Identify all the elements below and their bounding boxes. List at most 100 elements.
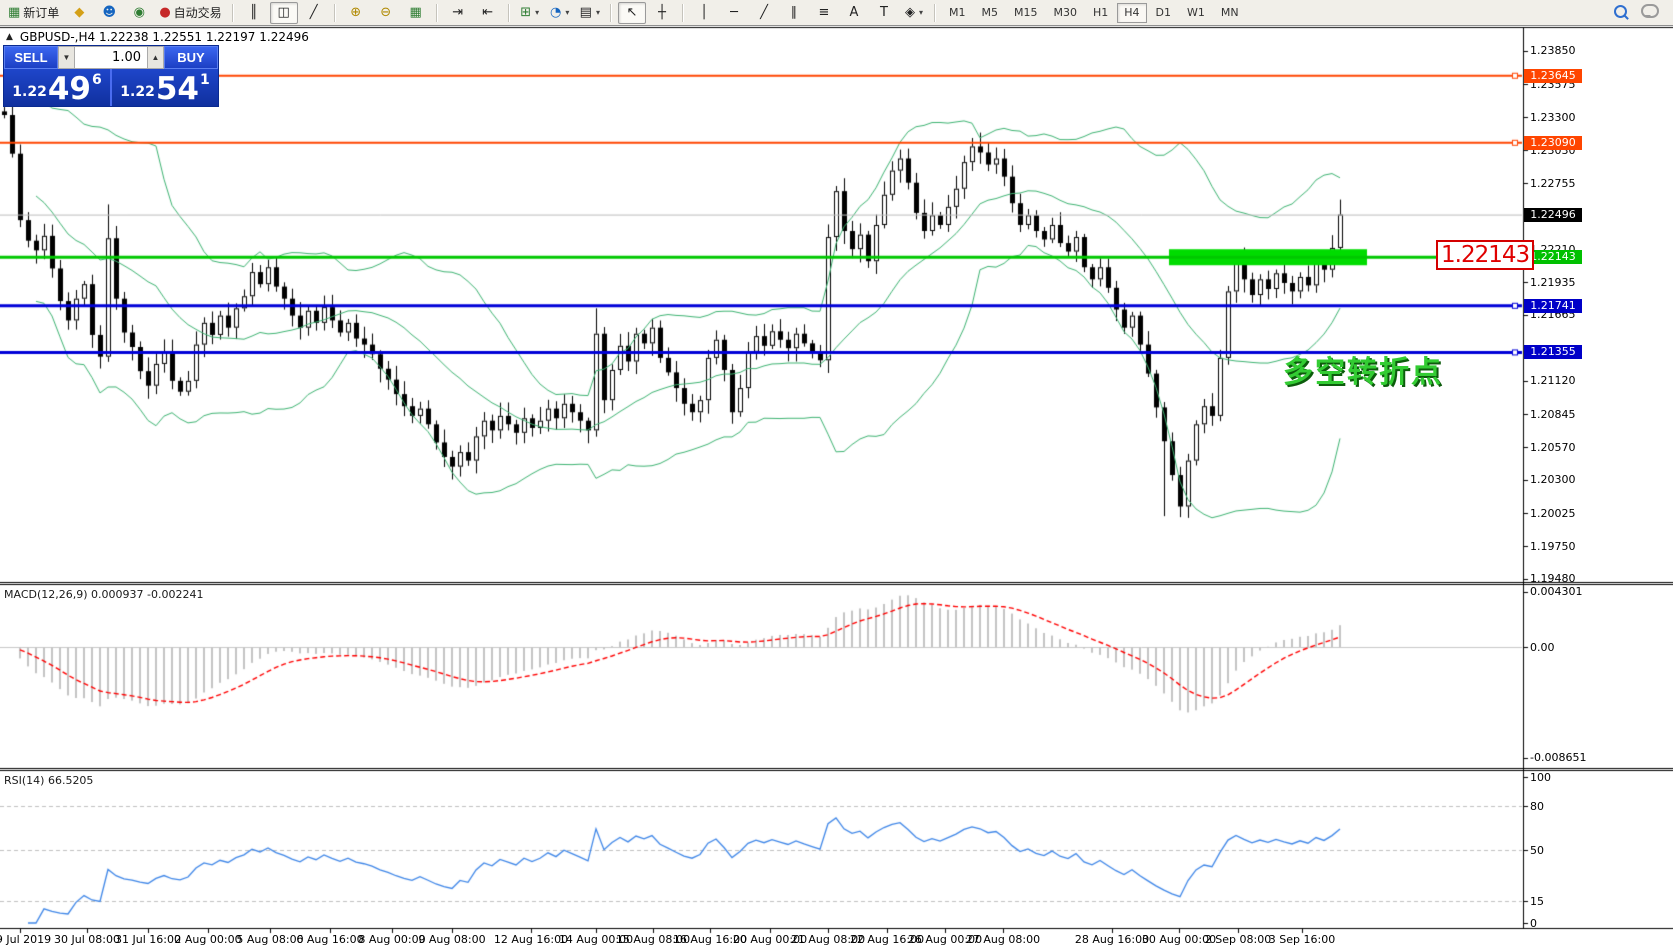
volume-down-button[interactable]: ▼ — [58, 46, 75, 69]
fibonacci-icon: ≡ — [818, 5, 830, 20]
price-line-label: 1.23090 — [1524, 135, 1582, 150]
toolbar-separator — [609, 3, 612, 22]
time-axis-label: 5 Aug 08:00 — [236, 933, 304, 946]
toolbar-auto-scroll-button[interactable]: ⇥ — [444, 2, 472, 24]
toolbar-chart-shift-button[interactable]: ⇤ — [474, 2, 502, 24]
toolbar-autotrading-label: 自动交易 — [173, 6, 222, 20]
volume-up-button[interactable]: ▲ — [147, 46, 164, 69]
chat-icon — [1641, 4, 1659, 18]
current-price-label: 1.22496 — [1524, 207, 1582, 222]
toolbar-text-label-button[interactable]: T — [870, 2, 898, 24]
time-axis-label: 21 Aug 08:00 — [790, 933, 866, 946]
toolbar-periods-button[interactable]: ◔ ▾ — [546, 2, 574, 24]
auto-scroll-icon: ⇥ — [452, 5, 464, 20]
toolbar-vertical-line-button[interactable]: │ — [690, 2, 718, 24]
time-axis-label: 9 Aug 08:00 — [418, 933, 486, 946]
timeframe-w1-button[interactable]: W1 — [1187, 6, 1205, 19]
arrows-icon: ◈ — [904, 5, 915, 20]
toolbar-cursor-button[interactable]: ↖ — [617, 1, 646, 24]
chevron-down-icon: ▾ — [535, 8, 540, 17]
collapse-panel-icon[interactable]: ▲ — [6, 32, 13, 42]
timeframe-m15-button[interactable]: M15 — [1013, 6, 1038, 19]
toolbar-line-chart-button[interactable]: ╱ — [300, 2, 328, 24]
symbol-ohlc-text: GBPUSD-,H4 1.22238 1.22551 1.22197 1.224… — [19, 30, 309, 44]
toolbar-chat-button[interactable] — [1641, 3, 1659, 22]
trendline-icon: ╱ — [760, 5, 768, 20]
search-icon — [1614, 5, 1627, 18]
timeframe-m30-button[interactable]: M30 — [1053, 6, 1077, 19]
toolbar-tile-windows-button[interactable]: ▦ — [402, 2, 430, 24]
one-click-trading-panel: SELL ▼ 1.00 ▲ BUY 1.22 49 6 1.22 54 1 — [3, 45, 219, 107]
toolbar-separator — [333, 3, 336, 22]
timeframe-h1-button[interactable]: H1 — [1092, 6, 1109, 19]
rsi-axis-tick: 80 — [1530, 799, 1544, 813]
toolbar-templates-button[interactable]: ▤ ▾ — [576, 2, 604, 24]
price-line-label: 1.23645 — [1524, 68, 1582, 83]
buy-price-sup: 1 — [199, 72, 210, 88]
toolbar-text-button[interactable]: A — [840, 2, 868, 24]
toolbar-zoom-out-button[interactable]: ⊖ — [372, 2, 400, 24]
time-axis-label: 28 Aug 16:00 — [1074, 933, 1150, 946]
price-axis-tick: 1.22755 — [1530, 176, 1576, 190]
bar-chart-icon: ║ — [249, 5, 258, 20]
toolbar-equidistant-channel-button[interactable]: ∥ — [780, 2, 808, 24]
rsi-axis-tick: 0 — [1530, 916, 1537, 930]
price-axis-tick: 1.19480 — [1530, 572, 1576, 586]
toolbar-bar-chart-button[interactable]: ║ — [240, 2, 268, 24]
toolbar-separator — [507, 3, 510, 22]
chart-annotation-text[interactable]: 多空转折点 — [1283, 355, 1443, 390]
toolbar-separator — [435, 3, 438, 22]
sell-price[interactable]: 1.22 49 6 — [4, 69, 110, 106]
toolbar-candlestick-chart-button[interactable]: ◫ — [269, 1, 298, 24]
time-axis-label: 31 Jul 16:00 — [115, 933, 181, 946]
toolbar-zoom-in-button[interactable]: ⊕ — [342, 2, 370, 24]
timeframe-m1-button[interactable]: M1 — [948, 6, 966, 19]
buy-price-prefix: 1.22 — [120, 84, 155, 100]
toolbar-fibonacci-button[interactable]: ≡ — [810, 2, 838, 24]
timeframe-m5-button[interactable]: M5 — [981, 6, 998, 19]
main-toolbar: ▦ 新订单 ◆ ☻ ◉ ● 自动交易 ║ ◫ ╱ ⊕ ⊖ ▦ ⇥ ⇤ ⊞ ▾ ◔ ▾ ▤ ▾ ↖ ┼ │ ─ ╱ ∥ ≡ A T ◈ ▾ M1 M… — [0, 0, 1673, 26]
time-axis-label: 14 Aug 00:00 — [558, 933, 634, 946]
toolbar-community-button[interactable]: ☻ — [95, 2, 123, 24]
sell-button[interactable]: SELL — [4, 46, 58, 69]
toolbar-metaeditor-button[interactable]: ◆ — [65, 2, 93, 24]
chart-shift-icon: ⇤ — [482, 5, 494, 20]
volume-stepper: ▼ 1.00 ▲ — [58, 46, 164, 69]
time-axis-label: 2 Aug 00:00 — [174, 933, 242, 946]
chevron-down-icon: ▾ — [918, 8, 923, 17]
toolbar-new-order-button[interactable]: ▦ 新订单 — [4, 2, 63, 24]
community-icon: ☻ — [102, 5, 117, 20]
rsi-indicator-label: RSI(14) 66.5205 — [4, 774, 94, 787]
macd-axis-tick: -0.008651 — [1530, 751, 1587, 765]
time-axis-label: 12 Aug 16:00 — [493, 933, 569, 946]
toolbar-horizontal-line-button[interactable]: ─ — [720, 2, 748, 24]
toolbar-search-button[interactable] — [1614, 3, 1627, 22]
buy-button[interactable]: BUY — [164, 46, 218, 69]
equidistant-channel-icon: ∥ — [790, 5, 798, 20]
volume-input[interactable]: 1.00 — [75, 46, 147, 69]
toolbar-indicators-button[interactable]: ⊞ ▾ — [516, 2, 544, 24]
toolbar-autotrading-button[interactable]: ● 自动交易 — [155, 2, 225, 24]
toolbar-trendline-button[interactable]: ╱ — [750, 2, 778, 24]
chevron-down-icon: ▾ — [565, 8, 570, 17]
time-axis-label: 3 Sep 16:00 — [1268, 933, 1336, 946]
timeframe-d1-button[interactable]: D1 — [1155, 6, 1172, 19]
chart-canvas[interactable] — [0, 26, 1673, 950]
timeframe-mn-button[interactable]: MN — [1220, 6, 1239, 19]
price-line-label: 1.21741 — [1524, 298, 1582, 313]
toolbar-new-order-label: 新订单 — [23, 6, 60, 20]
rsi-axis-tick: 50 — [1530, 843, 1544, 857]
time-axis-label: 22 Aug 16:00 — [849, 933, 925, 946]
buy-price[interactable]: 1.22 54 1 — [110, 69, 218, 106]
toolbar-crosshair-button[interactable]: ┼ — [648, 2, 676, 24]
toolbar-signals-button[interactable]: ◉ — [125, 2, 153, 24]
sell-price-sup: 6 — [91, 72, 102, 88]
macd-indicator-label: MACD(12,26,9) 0.000937 -0.002241 — [4, 588, 204, 601]
price-line-label: 1.21355 — [1524, 345, 1582, 360]
price-callout-text-object[interactable]: 1.22143 — [1436, 240, 1535, 270]
timeframe-h4-button[interactable]: H4 — [1117, 2, 1147, 23]
toolbar-arrows-button[interactable]: ◈ ▾ — [900, 2, 928, 24]
price-axis-tick: 1.21935 — [1530, 275, 1576, 289]
price-line-label: 1.22143 — [1524, 250, 1582, 265]
new-order-icon: ▦ — [8, 5, 21, 20]
